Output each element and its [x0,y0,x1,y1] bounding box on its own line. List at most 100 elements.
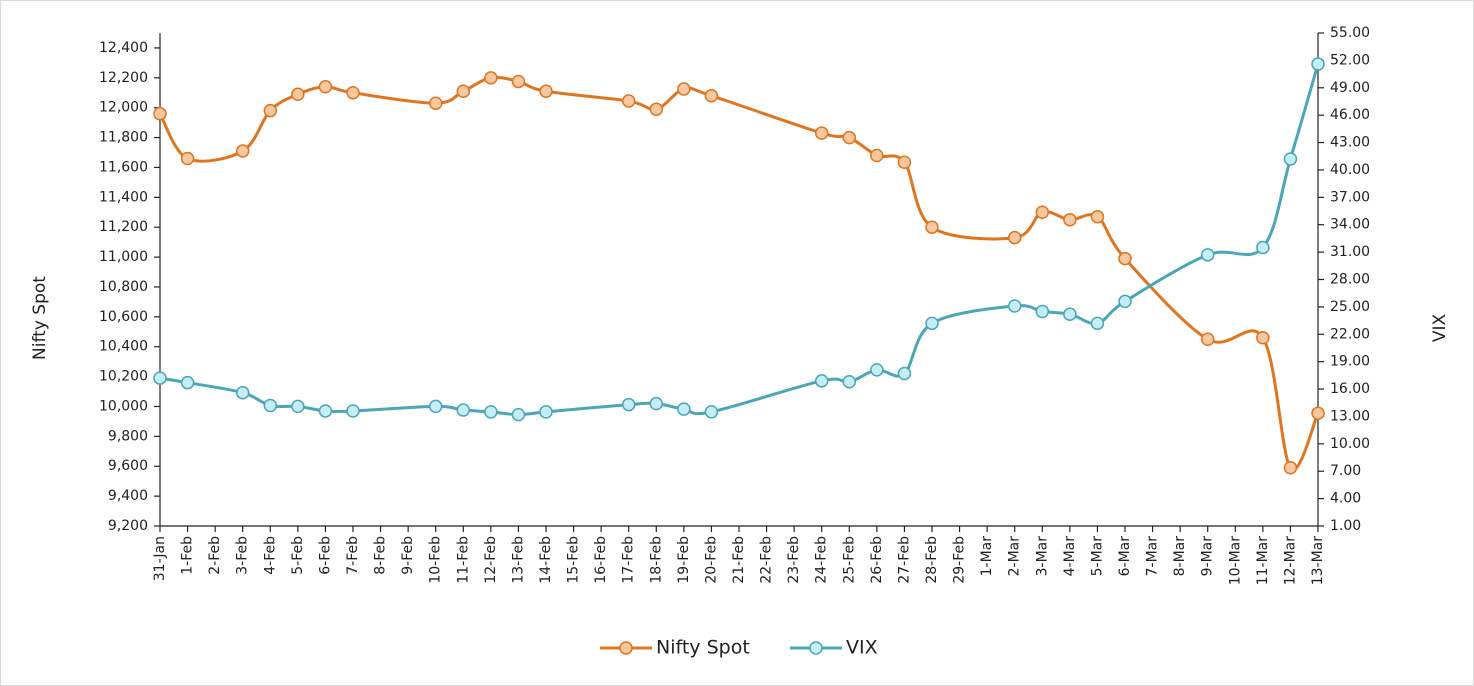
y2-tick-label: 22.00 [1330,326,1370,342]
x-tick-label: 2-Mar [1007,536,1023,577]
y-tick-label: 9,600 [108,458,148,474]
y-tick-label: 12,200 [99,70,148,86]
x-tick-label: 9-Feb [400,536,416,575]
x-tick-label: 26-Feb [869,536,885,584]
x-tick-label: 31-Jan [152,536,168,581]
point [291,87,305,102]
y-tick-label: 11,800 [99,130,148,146]
legend-label: VIX [846,637,878,659]
y-tick-label: 10,600 [99,309,148,325]
y2-tick-label: 10.00 [1330,436,1370,452]
x-tick-label: 27-Feb [896,536,912,584]
y2-tick-label: 25.00 [1330,299,1370,315]
point [456,403,471,417]
point [870,363,884,377]
x-tick-label: 29-Feb [952,536,968,584]
x-tick-label: 19-Feb [676,536,692,584]
point [897,155,912,169]
point [1063,307,1077,321]
x-tick-label: 20-Feb [703,536,719,584]
point [291,399,305,414]
y2-tick-label: 1.00 [1330,518,1361,534]
x-tick-label: 6-Feb [317,536,333,575]
point [621,397,636,412]
point [1256,331,1270,345]
point [1118,294,1132,309]
point [870,148,884,163]
point [621,94,636,108]
x-tick-label: 11-Feb [455,536,471,584]
x-tick-label: 4-Mar [1062,536,1078,577]
point [511,74,526,89]
x-tick-label: 28-Feb [924,536,940,584]
x-tick-label: 14-Feb [538,536,554,584]
point [1311,57,1325,71]
y-tick-label: 10,800 [99,279,148,295]
point [842,130,857,145]
point [842,375,857,389]
y2-tick-label: 49.00 [1330,80,1370,96]
point [263,398,278,413]
point [456,84,471,99]
point [318,404,333,418]
legend-marker [619,641,633,655]
point [1311,406,1325,420]
point [484,71,498,85]
point [235,144,250,158]
x-tick-label: 3-Feb [235,536,251,575]
x-tick-label: 17-Feb [621,536,637,584]
y2-tick-label: 13.00 [1330,408,1370,424]
point [263,103,278,118]
y-tick-label: 11,600 [99,159,148,175]
point [1035,205,1050,220]
x-tick-label: 3-Mar [1034,536,1050,577]
y2-tick-label: 7.00 [1330,463,1361,479]
point [1090,210,1105,224]
legend-label: Nifty Spot [656,637,750,659]
point [1283,460,1298,475]
y-tick-label: 11,400 [99,189,148,205]
point [814,374,829,388]
x-tick-label: 12-Mar [1282,536,1298,586]
point [1035,304,1050,319]
point [235,385,250,400]
point [428,96,443,110]
y-tick-label: 9,200 [108,518,148,534]
x-tick-label: 16-Feb [593,536,609,584]
y2-tick-label: 16.00 [1330,381,1370,397]
y2-tick-label: 52.00 [1330,52,1370,68]
point [704,405,719,419]
point [1090,316,1105,331]
point [1256,240,1270,255]
point [1007,299,1022,313]
point [484,405,498,419]
y-tick-label: 10,200 [99,369,148,385]
x-tick-label: 15-Feb [566,536,582,584]
y-tick-label: 12,000 [99,100,148,116]
y2-tick-label: 40.00 [1330,162,1370,178]
x-tick-label: 25-Feb [841,536,857,584]
y-axis-title: Nifty Spot [30,276,50,360]
x-tick-label: 9-Mar [1200,536,1216,577]
x-tick-label: 5-Feb [290,536,306,575]
y-tick-label: 12,400 [99,40,148,56]
point [180,375,195,390]
point [346,404,360,418]
point [1283,152,1298,166]
point [814,126,829,140]
y2-tick-label: 4.00 [1330,491,1361,507]
point [539,84,553,99]
x-tick-label: 8-Mar [1172,536,1188,577]
y2-tick-label: 43.00 [1330,135,1370,151]
y-tick-label: 11,000 [99,249,148,265]
point [1118,251,1132,266]
y-tick-label: 10,000 [99,398,148,414]
y-tick-label: 9,800 [108,428,148,444]
y2-axis-title: VIX [1430,314,1450,343]
y-tick-label: 11,200 [99,219,148,235]
x-tick-label: 7-Mar [1145,536,1161,577]
point [1200,332,1215,347]
point [539,405,553,419]
point [649,102,664,116]
